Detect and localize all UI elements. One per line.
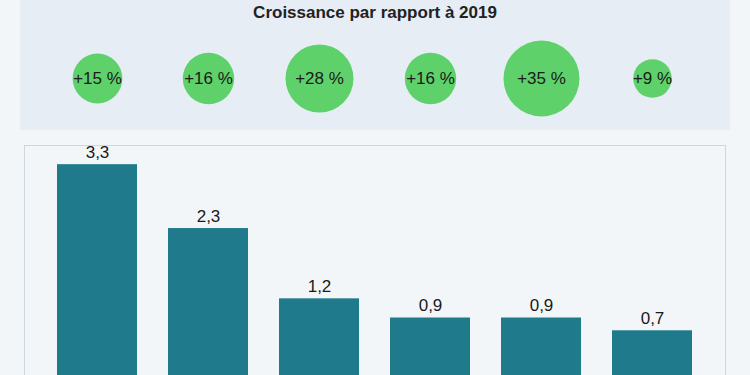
svg-text:+16 %: +16 %: [406, 69, 455, 88]
svg-text:+9 %: +9 %: [633, 69, 672, 88]
html-text:Croissance par rapport à 2019: Croissance par rapport à 2019: [253, 3, 497, 22]
svg-text:+15 %: +15 %: [73, 69, 122, 88]
svg-text:0,7: 0,7: [641, 309, 665, 328]
svg-text:0,9: 0,9: [530, 296, 554, 315]
svg-text:3,3: 3,3: [86, 143, 110, 162]
svg-text:2,3: 2,3: [197, 207, 221, 226]
svg-text:+28 %: +28 %: [295, 69, 344, 88]
svg-text:+16 %: +16 %: [184, 69, 233, 88]
svg-text:1,2: 1,2: [308, 277, 332, 296]
svg-text:0,9: 0,9: [419, 296, 443, 315]
svg-text:+35 %: +35 %: [517, 69, 566, 88]
